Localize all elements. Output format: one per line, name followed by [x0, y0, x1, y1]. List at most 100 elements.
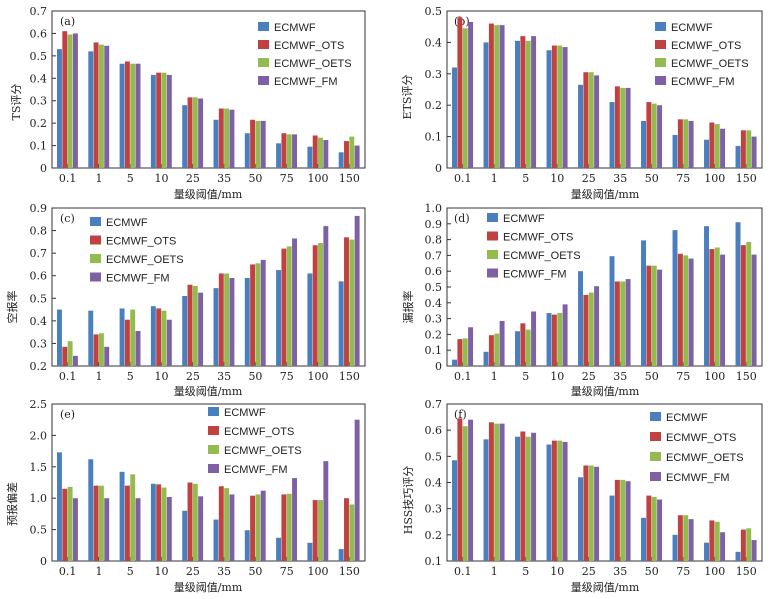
x-tick-label: 75 — [280, 172, 294, 185]
x-tick-label: 50 — [248, 172, 262, 185]
x-tick-label: 50 — [645, 172, 659, 185]
legend-label: ECMWF_OETS — [671, 58, 749, 70]
bar — [740, 529, 746, 561]
legend-swatch — [208, 464, 219, 473]
bar — [166, 74, 172, 168]
bar — [187, 284, 193, 366]
bar — [187, 482, 193, 561]
bar — [192, 285, 198, 366]
legend-swatch — [258, 58, 269, 67]
panel-f: (f) 0.1 0.2 0.3 0.4 0.5 0.6 0.7 0.1 1 5 10 25 35 50 75… — [402, 398, 763, 594]
bar — [182, 105, 188, 168]
panel-b: (b) 00.10.20.30.40.50.115102535507510015… — [401, 5, 763, 201]
bar — [751, 254, 757, 366]
y-tick-label: 0.3 — [425, 313, 443, 326]
bar — [714, 247, 720, 366]
legend-label: ECMWF_FM — [503, 269, 567, 281]
bar — [119, 63, 125, 168]
x-tick-label: 5 — [127, 370, 134, 383]
bar — [182, 296, 188, 366]
bar — [651, 265, 657, 366]
bar — [338, 549, 344, 561]
bar — [709, 249, 715, 366]
legend-swatch — [258, 22, 269, 31]
bar — [72, 33, 78, 169]
y-axis-title: TS评分 — [10, 84, 23, 121]
bar — [714, 521, 720, 561]
y-tick-label: 0 — [40, 555, 47, 568]
y-tick-label: 0.2 — [425, 529, 443, 542]
bar — [213, 288, 219, 366]
x-tick-label: 35 — [613, 565, 627, 578]
x-tick-label: 50 — [645, 370, 659, 383]
bar — [192, 483, 198, 561]
plot-area: 0.1 0.2 0.3 0.4 0.5 0.6 0.7 0.1 1 5 10 25 35 50 75 100 1… — [425, 398, 763, 578]
bar — [704, 542, 709, 561]
x-axis-title: 量级阈值/mm — [174, 580, 243, 594]
y-tick-label: 0.5 — [425, 450, 443, 463]
plot-frame — [51, 207, 366, 367]
x-tick-label: 1 — [491, 565, 498, 578]
bar — [119, 308, 125, 366]
bar — [520, 323, 526, 366]
bar — [578, 271, 583, 366]
bar — [93, 42, 99, 168]
bar — [307, 542, 313, 561]
y-tick-label: 1.0 — [30, 492, 48, 505]
y-tick-label: 0.4 — [425, 477, 443, 490]
x-axis-title: 量级阈值/mm — [174, 384, 243, 398]
x-axis-title: 量级阈值/mm — [571, 187, 640, 201]
bar — [98, 333, 104, 366]
plot-frame — [51, 10, 366, 169]
legend-label: ECMWF_OTS — [503, 232, 573, 244]
bar — [72, 355, 78, 366]
legend-swatch — [90, 217, 101, 226]
bar — [672, 230, 678, 366]
bar — [224, 488, 230, 561]
y-tick-label: 0.8 — [425, 234, 443, 247]
bar — [683, 119, 689, 168]
panel-c: (c) 0.2 0.3 0.4 0.5 0.6 0.7 0.8 0.9 0.1 1 5 10 25 35 5… — [5, 202, 366, 398]
bar — [704, 139, 709, 168]
y-tick-label: 0.5 — [425, 5, 443, 18]
y-tick-label: 0.8 — [30, 225, 48, 238]
bar — [250, 119, 256, 168]
bar — [709, 520, 715, 561]
bar — [457, 418, 463, 561]
bar — [657, 105, 663, 168]
bar — [594, 466, 600, 561]
y-tick-label: 0.7 — [425, 398, 443, 411]
legend-label: ECMWF_OTS — [224, 426, 294, 438]
bar — [704, 226, 709, 366]
legend-label: ECMWF — [671, 22, 713, 34]
legend-swatch — [90, 235, 101, 245]
bar — [720, 532, 726, 561]
x-tick-label: 5 — [522, 172, 529, 185]
legend-swatch — [655, 40, 666, 49]
bar — [641, 517, 646, 561]
x-tick-label: 150 — [736, 172, 757, 185]
legend-swatch — [655, 22, 666, 31]
bar — [213, 519, 219, 561]
y-tick-label: 0.9 — [30, 202, 48, 215]
bar — [494, 333, 500, 366]
bar — [198, 292, 204, 366]
bar — [735, 146, 741, 168]
bar — [714, 124, 720, 168]
bar — [609, 256, 615, 366]
bar — [281, 133, 287, 168]
bar — [546, 313, 552, 366]
y-tick-label: 0.1 — [425, 131, 443, 144]
bar — [677, 253, 683, 366]
legend-label: ECMWF_FM — [671, 76, 735, 88]
x-axis-title: 量级阈值/mm — [174, 187, 243, 201]
bar — [354, 145, 360, 168]
bar — [88, 310, 94, 366]
bar — [62, 31, 68, 168]
bar — [646, 265, 652, 366]
bar — [488, 422, 494, 561]
bar — [468, 21, 474, 168]
x-tick-label: 10 — [550, 370, 564, 383]
legend-label: ECMWF — [106, 217, 148, 229]
bar — [525, 329, 531, 366]
